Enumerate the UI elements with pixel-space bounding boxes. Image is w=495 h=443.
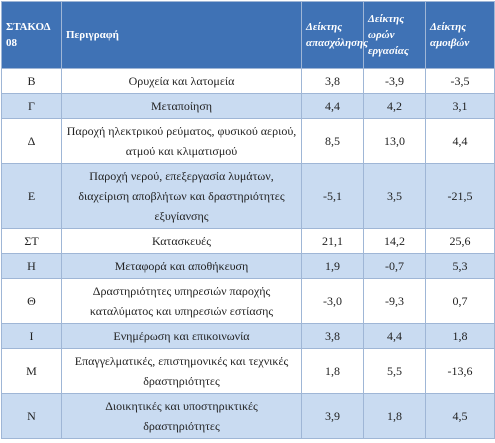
description-cell: Δραστηριότητες υπηρεσιών παροχής καταλύμ… <box>61 278 302 324</box>
value-cell: -3,0 <box>301 278 364 324</box>
description-cell: Μεταποίηση <box>61 93 302 119</box>
value-cell: 3,1 <box>425 93 495 119</box>
value-cell: 3,5 <box>363 163 426 229</box>
value-cell: 5,5 <box>363 348 426 394</box>
header-row: ΣΤΑΚΟΔ 08 Περιγραφή Δείκτης απασχόλησης … <box>1 1 495 69</box>
table-row: Ν Διοικητικές και υποστηρικτικές δραστηρι… <box>1 393 495 439</box>
table-row: B Ορυχεία και λατομεία 3,8 -3,9 -3,5 <box>1 68 495 94</box>
description-cell: Διοικητικές και υποστηρικτικές δραστηριό… <box>61 393 302 439</box>
value-cell: 3,9 <box>301 393 364 439</box>
table-row: Ε Παροχή νερού, επεξεργασία λυμάτων, διαχ… <box>1 163 495 229</box>
value-cell: -3,9 <box>363 68 426 94</box>
code-cell: Ε <box>1 163 62 229</box>
description-cell: Ενημέρωση και επικοινωνία <box>61 323 302 349</box>
table-row: Μ Επαγγελματικές, επιστημονικές και τεχνι… <box>1 348 495 394</box>
value-cell: 4,4 <box>363 323 426 349</box>
value-cell: 3,8 <box>301 68 364 94</box>
table-row: Η Μεταφορά και αποθήκευση 1,9 -0,7 5,3 <box>1 253 495 279</box>
value-cell: -5,1 <box>301 163 364 229</box>
value-cell: 13,0 <box>363 118 426 164</box>
value-cell: 5,3 <box>425 253 495 279</box>
code-cell: Ι <box>1 323 62 349</box>
header-cell: Δείκτης ωρών εργασίας <box>363 1 426 69</box>
table-header: ΣΤΑΚΟΔ 08 Περιγραφή Δείκτης απασχόλησης … <box>1 1 495 69</box>
code-cell: Η <box>1 253 62 279</box>
description-cell: Μεταφορά και αποθήκευση <box>61 253 302 279</box>
table-row: Γ Μεταποίηση 4,4 4,2 3,1 <box>1 93 495 119</box>
header-cell: ΣΤΑΚΟΔ 08 <box>1 1 62 69</box>
code-cell: Ν <box>1 393 62 439</box>
header-cell: Δείκτης αμοιβών <box>425 1 495 69</box>
value-cell: 3,8 <box>301 323 364 349</box>
value-cell: 8,5 <box>301 118 364 164</box>
code-cell: Θ <box>1 278 62 324</box>
value-cell: 21,1 <box>301 228 364 254</box>
header-cell: Δείκτης απασχόλησης <box>301 1 368 69</box>
value-cell: 4,5 <box>425 393 495 439</box>
value-cell: 1,8 <box>425 323 495 349</box>
table-body: B Ορυχεία και λατομεία 3,8 -3,9 -3,5 Γ Μεταποί… <box>1 68 495 439</box>
code-cell: Γ <box>1 93 62 119</box>
value-cell: 4,4 <box>301 93 364 119</box>
code-cell: Δ <box>1 118 62 164</box>
value-cell: 0,7 <box>425 278 495 324</box>
code-cell: ΣΤ <box>1 228 62 254</box>
value-cell: 1,8 <box>363 393 426 439</box>
value-cell: -9,3 <box>363 278 426 324</box>
table-row: Δ Παροχή ηλεκτρικού ρεύματος, φυσικού αερ… <box>1 118 495 164</box>
value-cell: 4,2 <box>363 93 426 119</box>
value-cell: -3,5 <box>425 68 495 94</box>
code-cell: B <box>1 68 62 94</box>
value-cell: -0,7 <box>363 253 426 279</box>
description-cell: Παροχή ηλεκτρικού ρεύματος, φυσικού αερι… <box>61 118 302 164</box>
table-row: Ι Ενημέρωση και επικοινωνία 3,8 4,4 1,8 <box>1 323 495 349</box>
description-cell: Ορυχεία και λατομεία <box>61 68 302 94</box>
value-cell: 1,9 <box>301 253 364 279</box>
description-cell: Παροχή νερού, επεξεργασία λυμάτων, διαχε… <box>61 163 302 229</box>
code-cell: Μ <box>1 348 62 394</box>
table-row: Θ Δραστηριότητες υπηρεσιών παροχής καταλύ… <box>1 278 495 324</box>
value-cell: 14,2 <box>363 228 426 254</box>
header-cell: Περιγραφή <box>61 1 302 69</box>
value-cell: -21,5 <box>425 163 495 229</box>
description-cell: Κατασκευές <box>61 228 302 254</box>
value-cell: 25,6 <box>425 228 495 254</box>
value-cell: 4,4 <box>425 118 495 164</box>
table-row: ΣΤ Κατασκευές 21,1 14,2 25,6 <box>1 228 495 254</box>
description-cell: Επαγγελματικές, επιστημονικές και τεχνικ… <box>61 348 302 394</box>
value-cell: -13,6 <box>425 348 495 394</box>
value-cell: 1,8 <box>301 348 364 394</box>
